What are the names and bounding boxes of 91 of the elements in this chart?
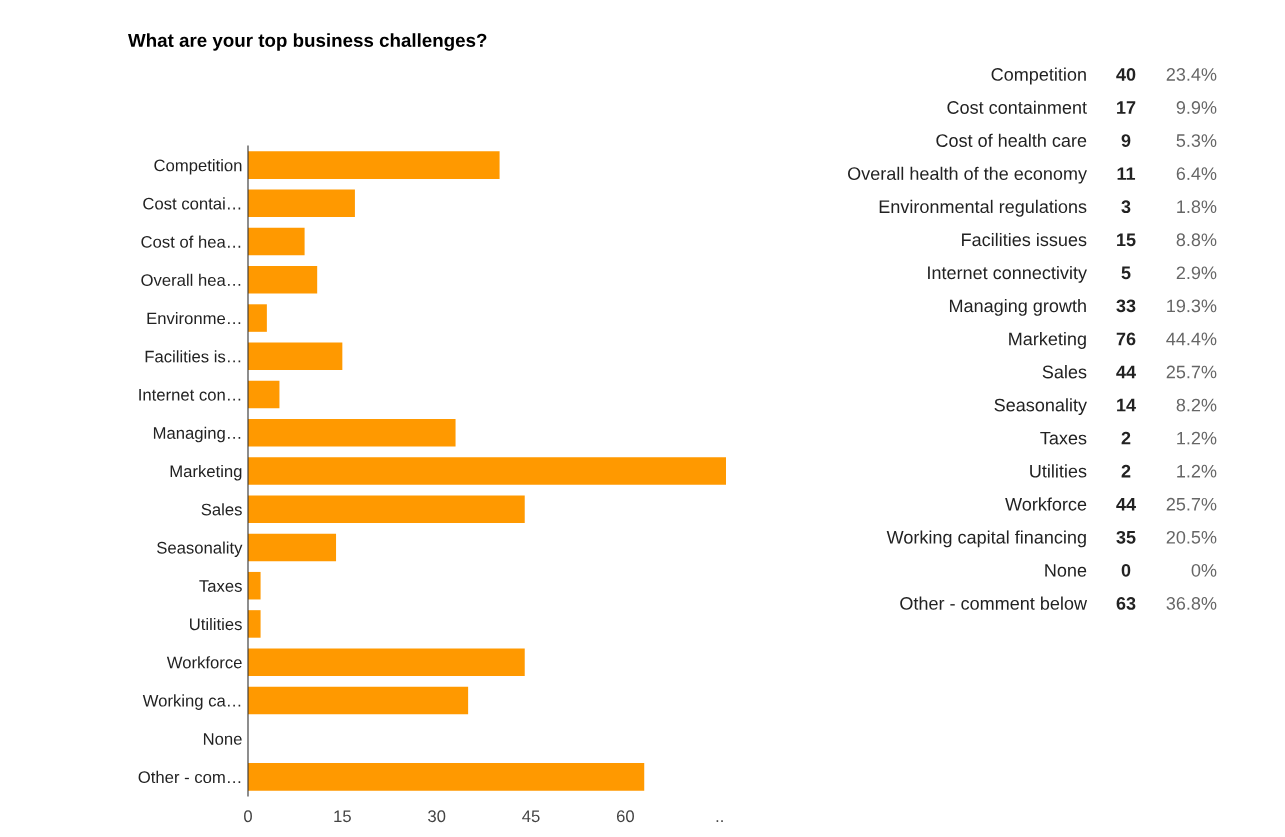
y-tick-label: Taxes <box>199 580 242 592</box>
bar <box>248 610 261 638</box>
text: Other - comment below <box>900 596 1088 610</box>
text: 14 <box>1117 398 1136 412</box>
text: Internet connectivity <box>928 265 1087 283</box>
x-tick-label: 45 <box>522 810 540 823</box>
text: 2 <box>1121 431 1131 445</box>
text: 6.4% <box>1176 167 1217 181</box>
bar <box>248 457 726 485</box>
text: Overall health of the economy <box>848 166 1087 184</box>
text: Taxes <box>1040 431 1087 445</box>
text: 0% <box>1191 563 1217 577</box>
y-tick-label: Facilities is… <box>145 350 241 363</box>
text: 8.8% <box>1176 233 1217 247</box>
text: 40 <box>1116 68 1136 81</box>
y-tick-label: Other - com… <box>138 770 241 784</box>
y-tick-label: Internet con… <box>139 389 241 401</box>
x-tick-label: .. <box>716 820 723 822</box>
text: 36.8% <box>1166 597 1217 610</box>
text: 11 <box>1117 167 1136 180</box>
text: Facilities issues <box>962 232 1087 247</box>
y-tick-label: Utilities <box>190 617 242 631</box>
text: 44 <box>1116 498 1136 511</box>
text: Workforce <box>1005 497 1087 511</box>
y-tick-label: Working ca… <box>142 694 241 710</box>
text: 23.4% <box>1166 68 1217 81</box>
y-tick-label: Cost contai… <box>143 197 241 210</box>
text: Working capital financing <box>886 530 1086 548</box>
text: None <box>1045 564 1087 577</box>
x-tick-label: 30 <box>428 810 446 823</box>
bar <box>248 380 280 409</box>
text: Managing growth <box>949 299 1086 316</box>
text: 2 <box>1121 464 1131 478</box>
text: 15 <box>1117 233 1136 247</box>
text: 33 <box>1116 299 1136 313</box>
text: 63 <box>1116 597 1136 610</box>
bar <box>248 686 469 715</box>
bar <box>248 419 456 447</box>
text: Competition <box>991 67 1086 85</box>
bar <box>248 763 645 791</box>
text: Marketing <box>1009 332 1086 349</box>
bar <box>248 495 525 523</box>
bar <box>248 227 305 256</box>
y-tick-label: None <box>203 733 242 745</box>
text: 8.2% <box>1176 398 1217 412</box>
text: Cost containment <box>947 100 1087 114</box>
text: 2.9% <box>1176 266 1217 280</box>
text: 17 <box>1117 101 1136 114</box>
y-tick-label: Environme… <box>147 312 241 325</box>
y-tick-label: Workforce <box>166 656 242 669</box>
text: 3 <box>1121 200 1131 214</box>
text: 19.3% <box>1167 299 1217 313</box>
text: 25.7% <box>1166 497 1217 511</box>
text: 76 <box>1116 332 1136 346</box>
y-tick-label: Competition <box>154 159 242 175</box>
text: Utilities <box>1030 464 1087 478</box>
bar <box>248 533 337 562</box>
text: 1.2% <box>1177 431 1217 445</box>
bar <box>248 151 500 179</box>
text: Seasonality <box>994 398 1087 416</box>
text: Environmental regulations <box>879 199 1087 217</box>
text: 5.3% <box>1176 134 1217 147</box>
chart-title: What are your top business challenges? <box>128 33 487 51</box>
x-tick-label: 60 <box>616 810 634 823</box>
text: 1.2% <box>1177 464 1217 478</box>
text: 1.8% <box>1177 200 1217 214</box>
y-tick-label: Cost of hea… <box>141 235 241 248</box>
x-tick-label: 0 <box>244 810 252 823</box>
bar <box>248 266 318 294</box>
y-tick-label: Sales <box>201 503 242 516</box>
text: 0 <box>1121 563 1131 577</box>
bar <box>248 304 267 332</box>
text: 5 <box>1121 266 1131 280</box>
text: 9.9% <box>1176 101 1217 114</box>
bar <box>248 648 525 676</box>
text: 44.4% <box>1166 332 1217 346</box>
y-tick-label: Managing… <box>153 426 241 443</box>
bar <box>248 342 343 371</box>
y-tick-label: Overall hea… <box>141 273 241 287</box>
text: 20.5% <box>1166 530 1217 544</box>
text: 35 <box>1116 530 1136 544</box>
y-tick-label: Seasonality <box>157 541 243 557</box>
bar <box>248 189 355 218</box>
y-tick-label: Marketing <box>170 464 242 481</box>
bar <box>248 571 261 600</box>
text: Sales <box>1042 365 1087 379</box>
text: 9 <box>1121 134 1131 147</box>
text: Cost of health care <box>936 133 1087 147</box>
text: 25.7% <box>1166 365 1217 379</box>
x-tick-label: 15 <box>334 810 351 823</box>
text: 44 <box>1116 365 1136 379</box>
